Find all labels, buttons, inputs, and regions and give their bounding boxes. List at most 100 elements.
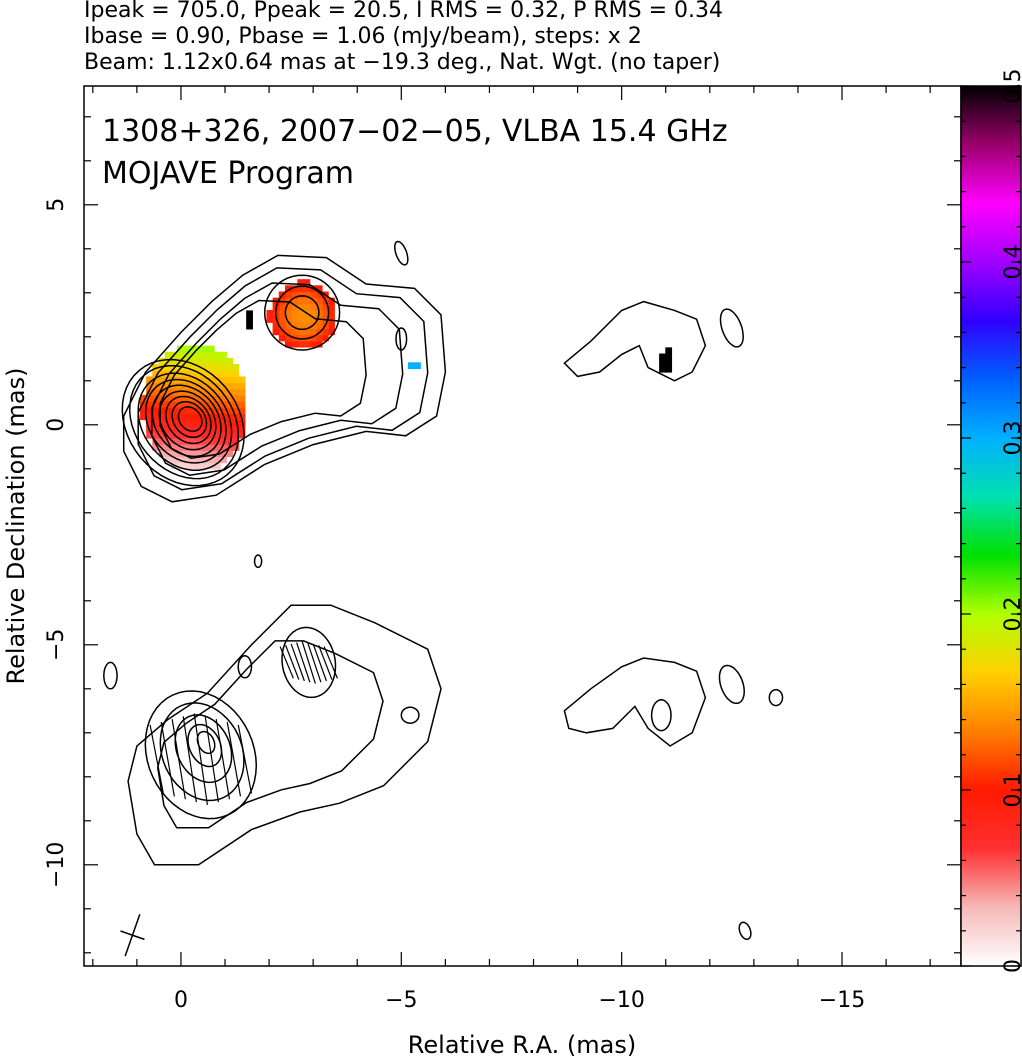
polarization-pixel [207,382,215,390]
polarization-pixel [189,438,197,445]
polarization-pixel [189,382,197,390]
polarization-pixel [291,291,298,299]
polarization-pixel [214,357,221,365]
polarization-pixel [195,394,203,402]
polarization-pixel [158,438,166,445]
polarization-pixel [297,285,305,293]
polarization-pixel [297,328,305,336]
polarization-pixel [170,456,178,464]
contour-line [563,300,707,382]
polarization-pixel [278,322,286,330]
polarization-pixel [195,431,203,439]
polarization-pixel [189,413,197,421]
hatch-line [237,724,253,794]
contour-line [128,364,240,480]
polarization-pixel [303,340,311,348]
polarization-pixel [220,364,227,371]
polarization-pixel [152,413,160,421]
polarization-pixel [278,303,286,311]
hatch-line [149,724,164,794]
polarization-pixel [226,407,234,414]
polarization-pixel [266,309,274,317]
polarization-pixel [207,450,215,458]
polarization-pixel [226,425,234,433]
polarization-pixel [146,382,153,390]
polarization-pixel [158,382,166,390]
polarization-pixel [214,456,221,464]
plot-subtitle: MOJAVE Program [102,156,354,191]
y-tick-label: 5 [44,198,69,212]
polarization-pixel [226,364,234,371]
polarization-pixel [291,309,298,317]
polarization-pixel [284,309,292,317]
polarization-pixel [207,401,215,408]
contour-line [394,240,409,266]
polarization-pixel [220,456,227,464]
hatch-line [296,642,311,683]
polarization-pixel [238,376,246,384]
polarization-pixel [238,401,246,408]
polarization-pixel [220,394,227,402]
polarization-pixel [201,376,209,384]
polarization-pixel [309,291,317,299]
polarization-pixel [278,328,286,336]
polarization-pixel [189,376,197,384]
polarization-pixel [201,444,209,451]
polarization-pixel [201,394,209,402]
contour-line [718,664,745,705]
polarization-pixel [158,394,166,402]
y-tick-label: −10 [44,842,69,888]
polarization-pixel [158,357,166,365]
polarization-pixel [321,309,329,317]
contour-line [122,254,447,503]
polarization-pixel [207,413,215,421]
polarization-pixel [201,456,209,464]
polarization-pixel [183,462,190,470]
contour-line [281,626,337,699]
contour-line [171,400,208,439]
contour-line [719,308,744,348]
polarization-pixel [309,328,317,336]
polarization-pixel [220,450,227,458]
polarization-pixel [195,450,203,458]
hatch-line [290,643,305,682]
polarization-pixel [284,303,292,311]
polarization-pixel [195,413,203,421]
polarization-pixel [303,322,311,330]
contour-line [151,384,222,458]
polarization-pixel [164,351,172,359]
axis-tick-labels: 0 −5 −10 −15 5 0 −5 −10 [44,198,865,1013]
polarization-pixel [214,419,221,427]
polarization-pixel [183,370,190,377]
polarization-pixel [152,388,160,396]
polarization-pixel [152,364,160,371]
hatch-line [312,643,327,682]
contour-line [650,699,672,732]
polarization-pixel [226,438,234,445]
polarization-pixel [139,401,147,408]
polarization-pixel [195,401,203,408]
polarization-pixel [158,419,166,427]
polarization-pixel [201,351,209,359]
polarization-pixel [232,388,240,396]
contour-line [159,702,245,802]
polarization-pixel [321,328,329,336]
polarization-pixel [220,357,227,365]
polarization-pixel [284,316,292,323]
polarization-pixel [226,450,234,458]
polarization-pixel [207,462,215,470]
polarization-pixel [189,364,197,371]
polarization-pixel [278,334,286,342]
polarization-pixel [297,303,305,311]
polarization-pixel [328,297,335,305]
contour-line [137,372,233,471]
polarization-pixel [152,376,160,384]
polarization-pixel [164,388,172,396]
contour-line [165,395,212,445]
polarization-pixel [328,328,335,336]
polarization-pixel [321,303,329,311]
polarization-pixel [189,401,197,408]
polarization-pixel [176,462,184,470]
polarization-pixel [195,407,203,414]
polarization-pixel [201,364,209,371]
